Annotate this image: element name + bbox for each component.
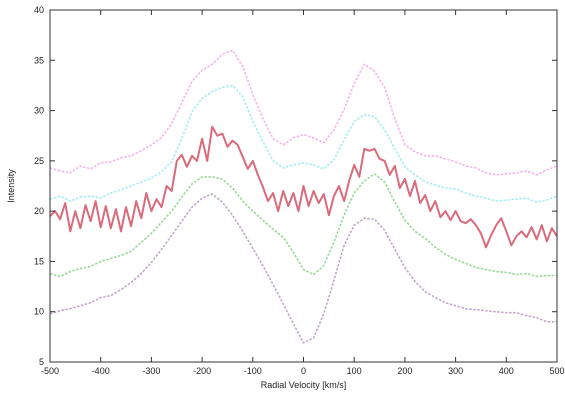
series-layer	[49, 49, 558, 344]
y-tick-label: 10	[34, 307, 44, 317]
series-line-2	[49, 84, 558, 203]
x-axis-title: Radial Velocity [km/s]	[261, 380, 347, 390]
x-tick-label: -400	[92, 366, 110, 376]
x-tick-label: 500	[549, 366, 564, 376]
x-tick-label: 0	[301, 366, 306, 376]
x-tick-label: -300	[142, 366, 160, 376]
series-line-4	[49, 173, 557, 278]
x-tick-label: -200	[193, 366, 211, 376]
x-tick-label: 100	[347, 366, 362, 376]
x-tick-label: -500	[41, 366, 59, 376]
y-tick-label: 15	[34, 256, 44, 266]
y-tick-label: 35	[34, 55, 44, 65]
series-line-1	[49, 49, 558, 176]
series-line-5	[49, 193, 557, 344]
y-tick-label: 25	[34, 156, 44, 166]
y-tick-label: 5	[39, 357, 44, 367]
x-tick-label: 400	[499, 366, 514, 376]
series-line-3	[49, 125, 558, 249]
y-tick-label: 30	[34, 106, 44, 116]
y-axis-title: Intensity	[6, 169, 16, 203]
y-tick-label: 40	[34, 5, 44, 15]
x-tick-label: 200	[397, 366, 412, 376]
x-tick-label: -100	[244, 366, 262, 376]
y-tick-label: 20	[34, 206, 44, 216]
x-tick-label: 300	[448, 366, 463, 376]
ticks-layer: -500 -400 -300 -200 -100 0 100 200 300 400 500 5 10 1…	[34, 5, 565, 376]
